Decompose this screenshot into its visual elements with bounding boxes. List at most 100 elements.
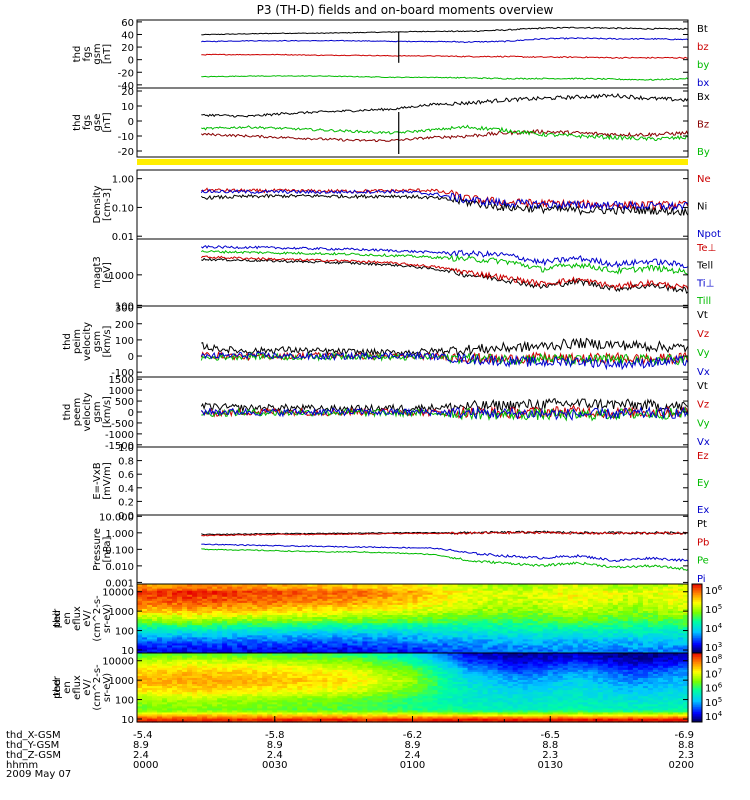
heatmap-cell xyxy=(192,650,198,654)
heatmap-cell xyxy=(307,604,313,607)
heatmap-cell xyxy=(442,586,449,589)
heatmap-cell xyxy=(672,632,679,636)
heatmap-cell xyxy=(212,673,218,676)
y-axis-label: [mV/m] xyxy=(102,462,113,500)
heatmap-cell xyxy=(367,608,374,611)
heatmap-cell xyxy=(287,598,293,601)
heatmap-cell xyxy=(432,620,439,624)
heatmap-cell xyxy=(572,650,579,654)
heatmap-cell xyxy=(207,705,213,709)
heatmap-cell xyxy=(217,665,223,668)
heatmap-cell xyxy=(427,606,434,609)
heatmap-cell xyxy=(677,648,684,652)
heatmap-cell xyxy=(452,612,459,616)
heatmap-cell xyxy=(212,697,218,701)
heatmap-cell xyxy=(232,681,238,685)
heatmap-cell xyxy=(397,594,404,597)
heatmap-cell xyxy=(427,616,434,620)
heatmap-cell xyxy=(167,703,173,707)
heatmap-cell xyxy=(442,626,449,630)
heatmap-cell xyxy=(382,608,389,611)
heatmap-cell xyxy=(257,634,263,638)
heatmap-cell xyxy=(152,612,158,616)
heatmap-cell xyxy=(152,663,158,666)
heatmap-cell xyxy=(437,584,444,587)
heatmap-cell xyxy=(197,606,203,609)
heatmap-cell xyxy=(577,596,584,599)
heatmap-cell xyxy=(442,636,449,640)
heatmap-cell xyxy=(547,584,554,587)
heatmap-cell xyxy=(137,584,143,587)
heatmap-cell xyxy=(357,612,364,616)
heatmap-cell xyxy=(267,675,273,678)
heatmap-cell xyxy=(142,628,148,632)
heatmap-cell xyxy=(567,636,574,640)
heatmap-cell xyxy=(242,715,248,719)
heatmap-cell xyxy=(477,648,484,652)
heatmap-cell xyxy=(272,673,278,676)
heatmap-cell xyxy=(502,588,509,591)
heatmap-cell xyxy=(167,671,173,674)
heatmap-cell xyxy=(232,592,238,595)
heatmap-cell xyxy=(257,679,263,683)
heatmap-cell xyxy=(247,630,253,634)
heatmap-cell xyxy=(137,667,143,670)
heatmap-cell xyxy=(192,709,198,713)
heatmap-cell xyxy=(557,634,564,638)
heatmap-cell xyxy=(262,675,268,678)
heatmap-cell xyxy=(422,588,429,591)
heatmap-cell xyxy=(392,596,399,599)
heatmap-cell xyxy=(157,703,163,707)
heatmap-cell xyxy=(137,705,143,709)
heatmap-cell xyxy=(602,644,609,648)
heatmap-cell xyxy=(232,634,238,638)
heatmap-cell xyxy=(672,640,679,644)
heatmap-cell xyxy=(202,636,208,640)
heatmap-cell xyxy=(657,584,664,587)
heatmap-cell xyxy=(277,590,283,593)
heatmap-cell xyxy=(242,614,248,618)
colorbar-segment xyxy=(692,608,702,611)
heatmap-cell xyxy=(657,592,664,595)
heatmap-cell xyxy=(412,604,419,607)
heatmap-cell xyxy=(337,606,343,609)
heatmap-cell xyxy=(592,588,599,591)
heatmap-cell xyxy=(177,673,183,676)
heatmap-cell xyxy=(172,608,178,611)
heatmap-cell xyxy=(602,630,609,634)
heatmap-cell xyxy=(147,689,153,693)
heatmap-cell xyxy=(317,642,323,646)
heatmap-cell xyxy=(297,642,303,646)
heatmap-cell xyxy=(627,590,634,593)
heatmap-cell xyxy=(197,614,203,618)
heatmap-cell xyxy=(207,655,213,658)
heatmap-cell xyxy=(602,620,609,624)
heatmap-cell xyxy=(162,614,168,618)
heatmap-cell xyxy=(142,626,148,630)
heatmap-cell xyxy=(632,590,639,593)
heatmap-cell xyxy=(247,622,253,626)
heatmap-cell xyxy=(492,602,499,605)
heatmap-cell xyxy=(312,602,318,605)
heatmap-cell xyxy=(532,622,539,626)
heatmap-cell xyxy=(227,693,233,697)
heatmap-cell xyxy=(427,586,434,589)
heatmap-cell xyxy=(177,661,183,664)
heatmap-cell xyxy=(262,590,268,593)
heatmap-cell xyxy=(337,630,343,634)
heatmap-cell xyxy=(252,663,258,666)
heatmap-cell xyxy=(262,667,268,670)
heatmap-cell xyxy=(582,600,589,603)
heatmap-cell xyxy=(532,608,539,611)
heatmap-cell xyxy=(517,628,524,632)
heatmap-cell xyxy=(557,586,564,589)
heatmap-cell xyxy=(477,626,484,630)
heatmap-cell xyxy=(182,620,188,624)
heatmap-cell xyxy=(347,624,353,628)
heatmap-cell xyxy=(567,632,574,636)
heatmap-cell xyxy=(257,620,263,624)
heatmap-cell xyxy=(647,584,654,587)
heatmap-cell xyxy=(502,638,509,642)
heatmap-cell xyxy=(367,640,374,644)
heatmap-cell xyxy=(577,594,584,597)
